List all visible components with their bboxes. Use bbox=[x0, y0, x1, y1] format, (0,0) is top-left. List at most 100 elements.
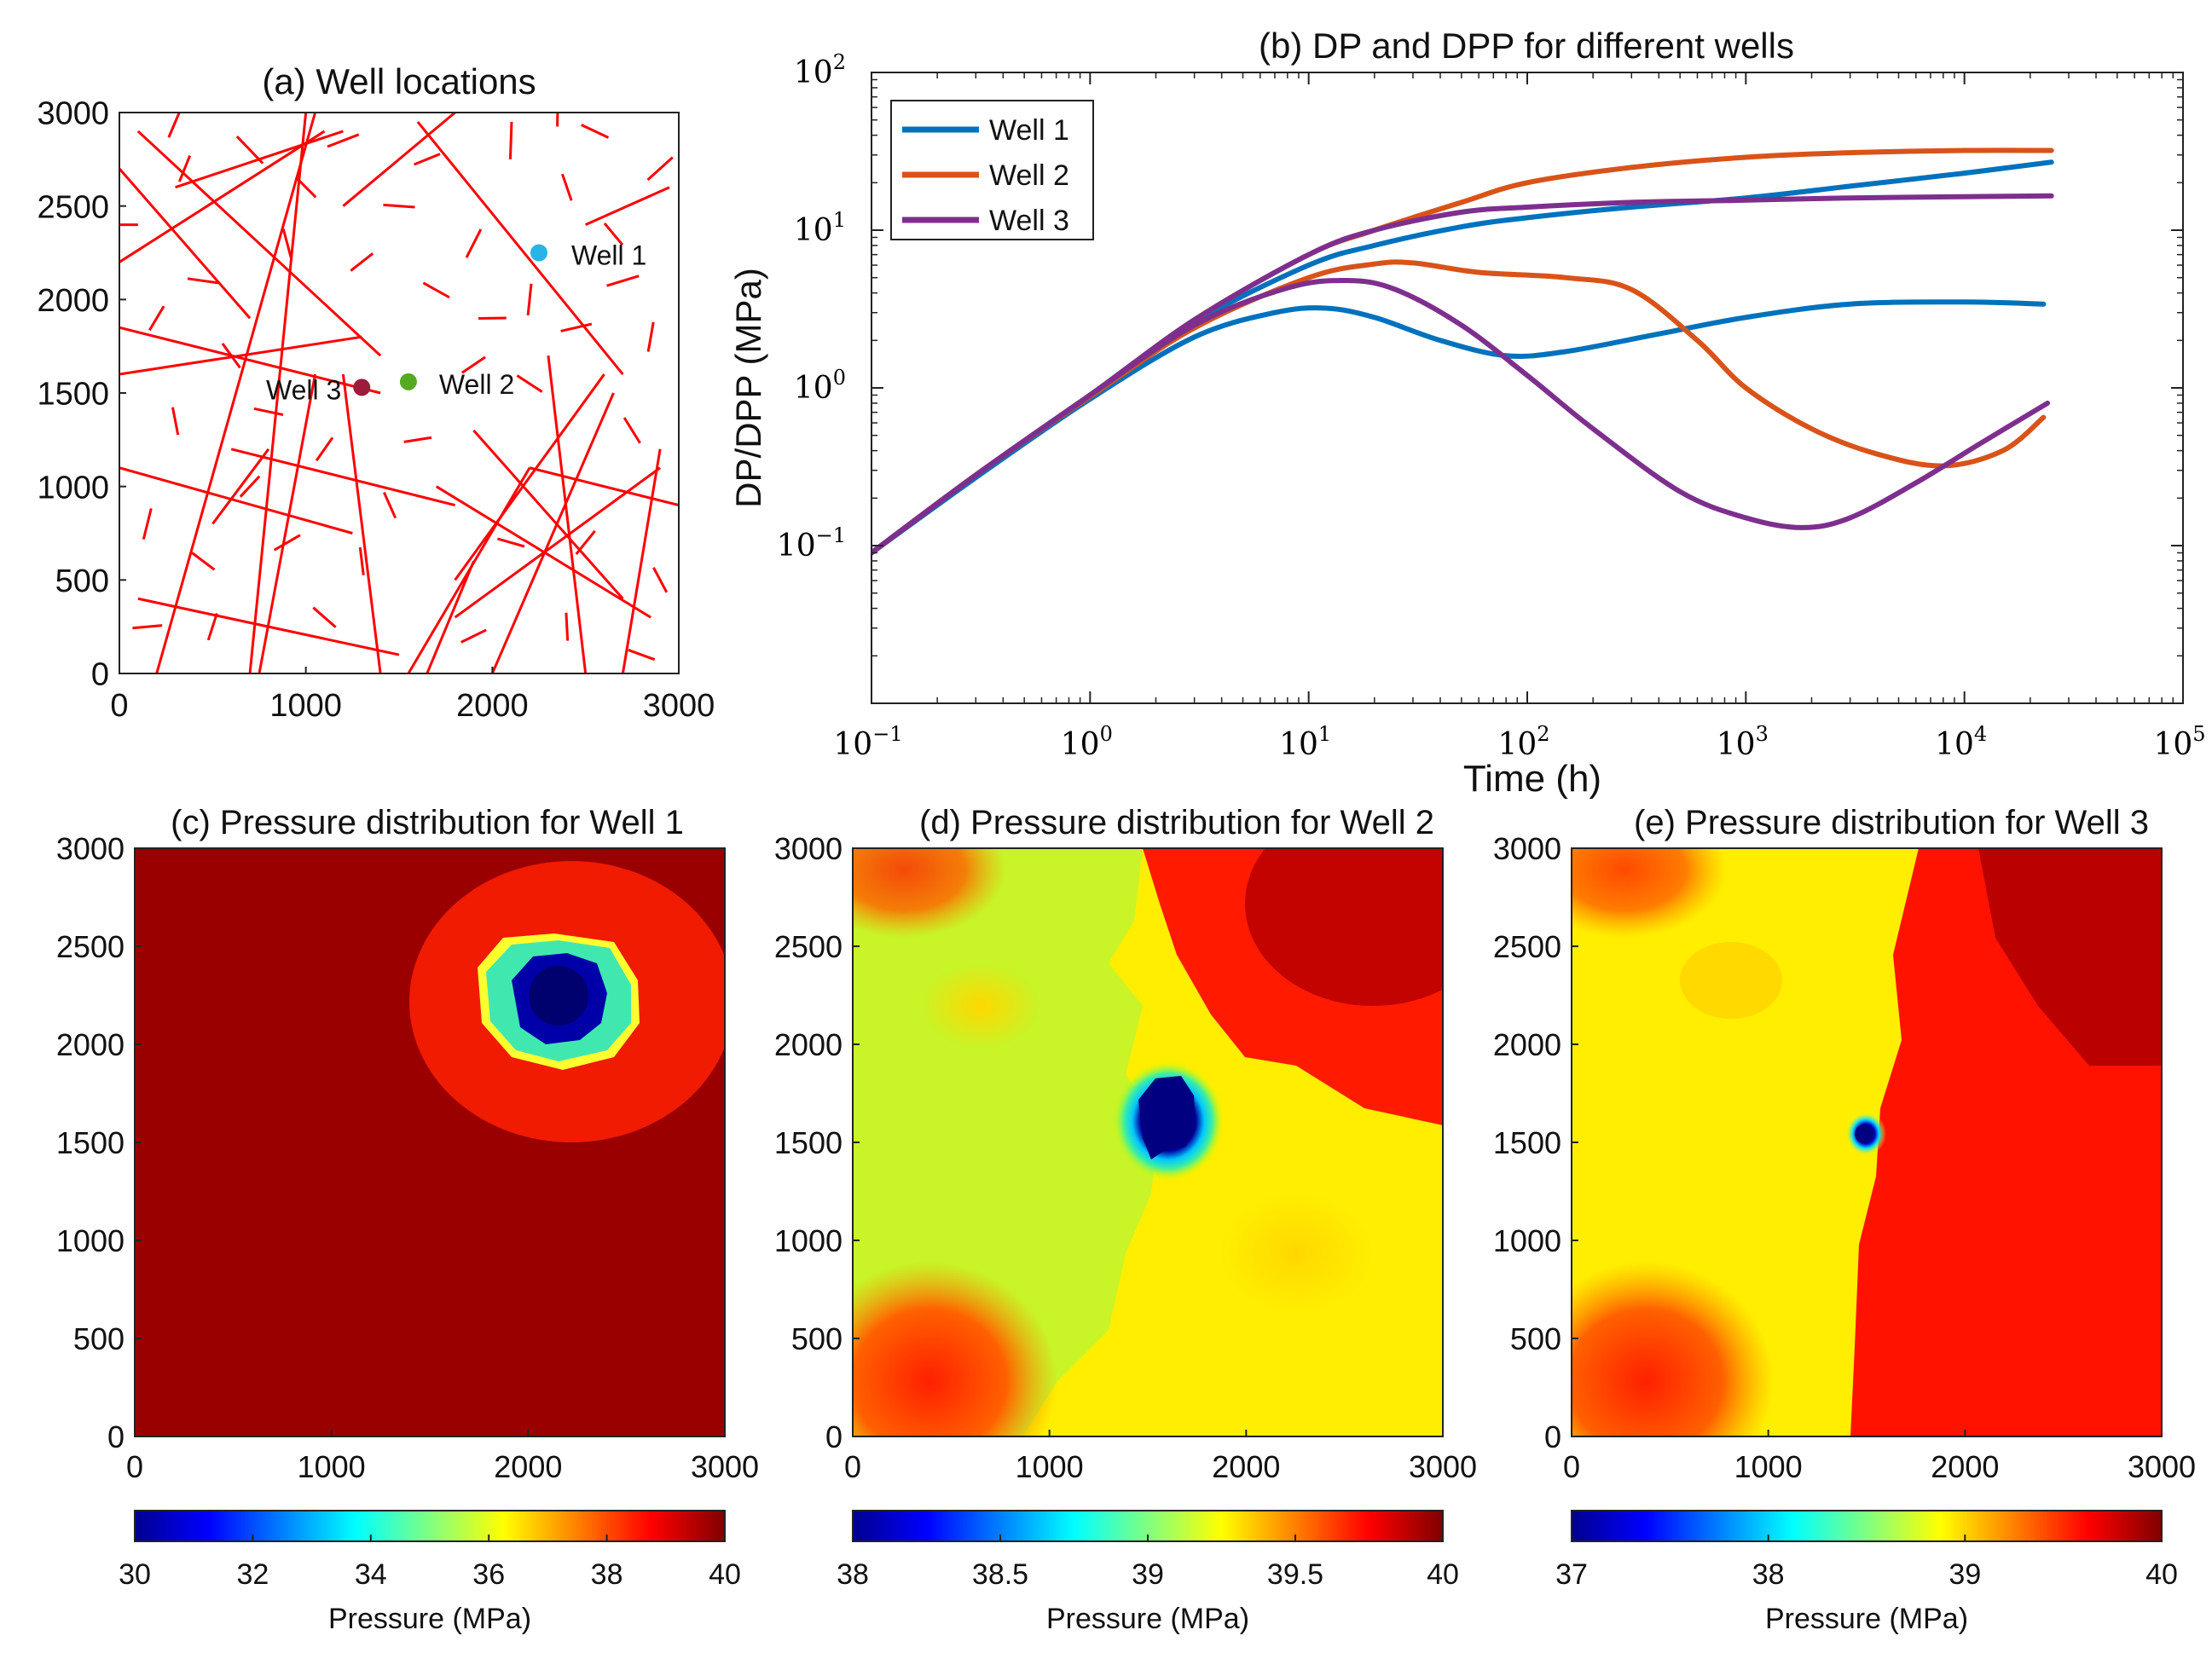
legend-box bbox=[890, 100, 1094, 240]
fracture bbox=[403, 436, 432, 443]
y-tick-label: 500 bbox=[73, 1321, 124, 1356]
fracture bbox=[490, 392, 615, 673]
panel-e-colorbar-ticks: 37 38 39 40 bbox=[1555, 1535, 2178, 1591]
well-label: Well 2 bbox=[439, 369, 514, 400]
fracture bbox=[461, 355, 486, 374]
well-marker bbox=[399, 373, 417, 390]
fracture bbox=[119, 167, 252, 320]
x-tick-label: 102 bbox=[1497, 722, 1549, 762]
panel-b-dp-dpp: (b) DP and DPP for different wells 10−1 1… bbox=[728, 26, 2206, 800]
colorbar-tick-label: 39 bbox=[1949, 1558, 1981, 1591]
y-tick-label: 1000 bbox=[37, 470, 109, 506]
y-tick-label: 1500 bbox=[56, 1125, 124, 1160]
x-tick-label: 3000 bbox=[1409, 1449, 1477, 1484]
tick-base: 10 bbox=[777, 529, 816, 564]
fracture bbox=[416, 121, 624, 376]
fracture bbox=[167, 113, 181, 138]
colorbar-tick-label: 32 bbox=[236, 1558, 269, 1591]
colorbar-tick-label: 36 bbox=[472, 1558, 505, 1591]
x-tick-label: 101 bbox=[1279, 722, 1331, 762]
fracture bbox=[148, 305, 165, 332]
fracture bbox=[606, 275, 640, 287]
panel-e-colorbar-label: Pressure (MPa) bbox=[1765, 1603, 1968, 1635]
tick-exponent: −1 bbox=[872, 722, 902, 746]
x-tick-label: 2000 bbox=[1931, 1449, 1999, 1484]
fracture bbox=[622, 417, 641, 444]
fracture bbox=[516, 374, 543, 393]
panel-d-colorbar-ticks: 38 38.5 39 39.5 40 bbox=[837, 1535, 1459, 1591]
fracture bbox=[258, 373, 317, 673]
x-tick-label: 1000 bbox=[1016, 1449, 1084, 1484]
fracture bbox=[142, 508, 153, 540]
fracture bbox=[383, 203, 415, 209]
tick-exponent: 1 bbox=[1318, 722, 1331, 746]
x-tick-label: 1000 bbox=[298, 1449, 366, 1484]
upper-left-high bbox=[1572, 848, 1727, 938]
y-tick-label: 1500 bbox=[37, 377, 109, 413]
well-marker bbox=[353, 379, 371, 396]
y-tick-label: 3000 bbox=[56, 831, 124, 866]
y-tick-label: 0 bbox=[825, 1419, 843, 1454]
fracture bbox=[211, 448, 270, 525]
yellow-patch bbox=[1219, 1194, 1373, 1313]
fracture bbox=[547, 355, 588, 673]
x-tick-label: 1000 bbox=[1734, 1449, 1803, 1484]
fracture bbox=[426, 560, 475, 673]
y-tick-label: 101 bbox=[794, 208, 846, 248]
legend-label: Well 1 bbox=[989, 114, 1069, 147]
x-tick-label: 2000 bbox=[494, 1449, 562, 1484]
tick-exponent: 2 bbox=[1537, 722, 1549, 746]
legend-label: Well 2 bbox=[989, 159, 1069, 192]
panel-e-title: (e) Pressure distribution for Well 3 bbox=[1634, 804, 2149, 841]
fracture bbox=[239, 475, 261, 498]
upper-right-core bbox=[1978, 848, 2162, 1066]
well-2-core bbox=[1138, 1076, 1196, 1159]
panel-b-xlabel: Time (h) bbox=[1463, 758, 1601, 800]
y-tick-label: 500 bbox=[1510, 1321, 1561, 1356]
x-tick-label: 103 bbox=[1717, 722, 1769, 762]
fracture bbox=[585, 186, 670, 226]
yellow-patch bbox=[1680, 942, 1782, 1019]
panel-c-colorbar bbox=[134, 1510, 726, 1542]
fracture bbox=[478, 316, 507, 321]
panel-a-y-ticks: 0 500 1000 1500 2000 2500 3000 bbox=[37, 96, 126, 693]
x-tick-label: 105 bbox=[2153, 722, 2205, 762]
y-tick-label: 3000 bbox=[37, 96, 109, 132]
fracture bbox=[191, 552, 216, 571]
fracture bbox=[652, 567, 669, 593]
fracture bbox=[119, 326, 381, 395]
y-tick-label: 0 bbox=[91, 657, 109, 693]
fracture bbox=[206, 613, 218, 641]
colorbar-tick-label: 37 bbox=[1555, 1558, 1588, 1591]
fracture bbox=[383, 491, 397, 519]
fracture-network bbox=[119, 113, 679, 673]
y-tick-label: 0 bbox=[1544, 1419, 1561, 1454]
panel-e-y-ticks: 0 500 1000 1500 2000 2500 3000 bbox=[1493, 831, 1578, 1454]
y-tick-label: 2500 bbox=[1493, 929, 1561, 964]
fracture bbox=[273, 534, 301, 552]
y-tick-label: 2000 bbox=[774, 1027, 843, 1062]
y-tick-label: 3000 bbox=[1493, 831, 1561, 866]
well-markers: Well 1 Well 2 Well 3 bbox=[266, 240, 646, 406]
panel-a-title: (a) Well locations bbox=[262, 61, 536, 101]
panel-d-x-ticks: 0 1000 2000 3000 bbox=[844, 1430, 1477, 1484]
fracture bbox=[281, 228, 292, 258]
panel-d-heatmap bbox=[853, 848, 1443, 1436]
y-tick-label: 10−1 bbox=[777, 523, 846, 564]
panel-c-heatmap bbox=[135, 848, 725, 1436]
y-tick-label: 2000 bbox=[37, 283, 109, 319]
fracture bbox=[575, 529, 596, 556]
fracture bbox=[171, 407, 180, 436]
y-tick-label: 2500 bbox=[774, 929, 843, 964]
lower-left-high bbox=[1572, 1262, 1774, 1436]
colorbar-tick-label: 40 bbox=[2145, 1558, 2178, 1591]
panel-c-pressure-well-1: (c) Pressure distribution for Well 1 0 10… bbox=[56, 804, 759, 1635]
fracture bbox=[295, 176, 317, 199]
panel-c-title: (c) Pressure distribution for Well 1 bbox=[171, 804, 684, 841]
fracture bbox=[358, 546, 365, 575]
x-tick-label: 2000 bbox=[456, 688, 529, 724]
legend: Well 1 Well 2 Well 3 bbox=[890, 100, 1094, 240]
tick-base: 10 bbox=[1061, 727, 1100, 762]
